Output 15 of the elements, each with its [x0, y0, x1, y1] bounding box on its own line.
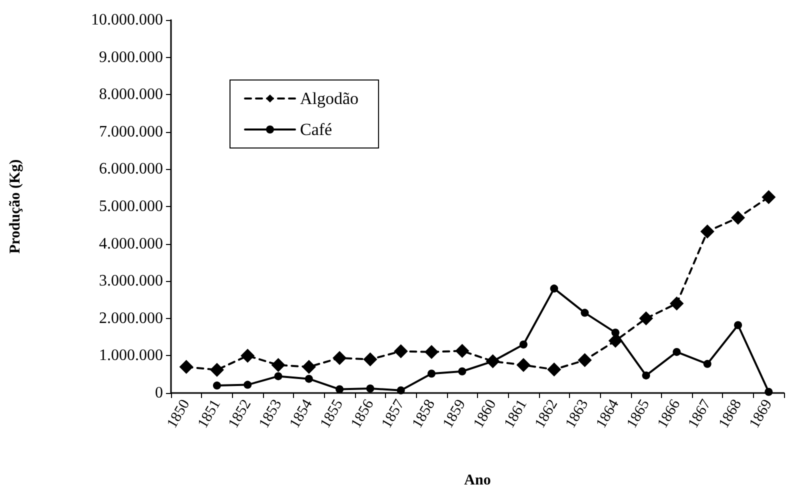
x-axis-title: Ano — [464, 472, 491, 488]
legend-label: Café — [300, 120, 332, 139]
y-tick-label: 8.000.000 — [99, 86, 163, 104]
y-tick-label: 0 — [155, 384, 163, 402]
legend-label: Algodão — [300, 89, 359, 108]
y-tick-label: 10.000.000 — [91, 12, 163, 28]
y-tick-label: 3.000.000 — [99, 272, 163, 290]
y-tick-label: 6.000.000 — [99, 160, 163, 178]
y-tick-label: 7.000.000 — [99, 123, 163, 140]
y-tick-label: 1.000.000 — [99, 347, 163, 364]
y-axis-title: Produção (Kg) — [8, 159, 24, 254]
y-tick-label: 9.000.000 — [99, 48, 163, 66]
y-tick-label: 5.000.000 — [99, 198, 163, 215]
y-tick-label: 4.000.000 — [99, 235, 163, 252]
y-tick-label: 2.000.000 — [99, 310, 163, 327]
